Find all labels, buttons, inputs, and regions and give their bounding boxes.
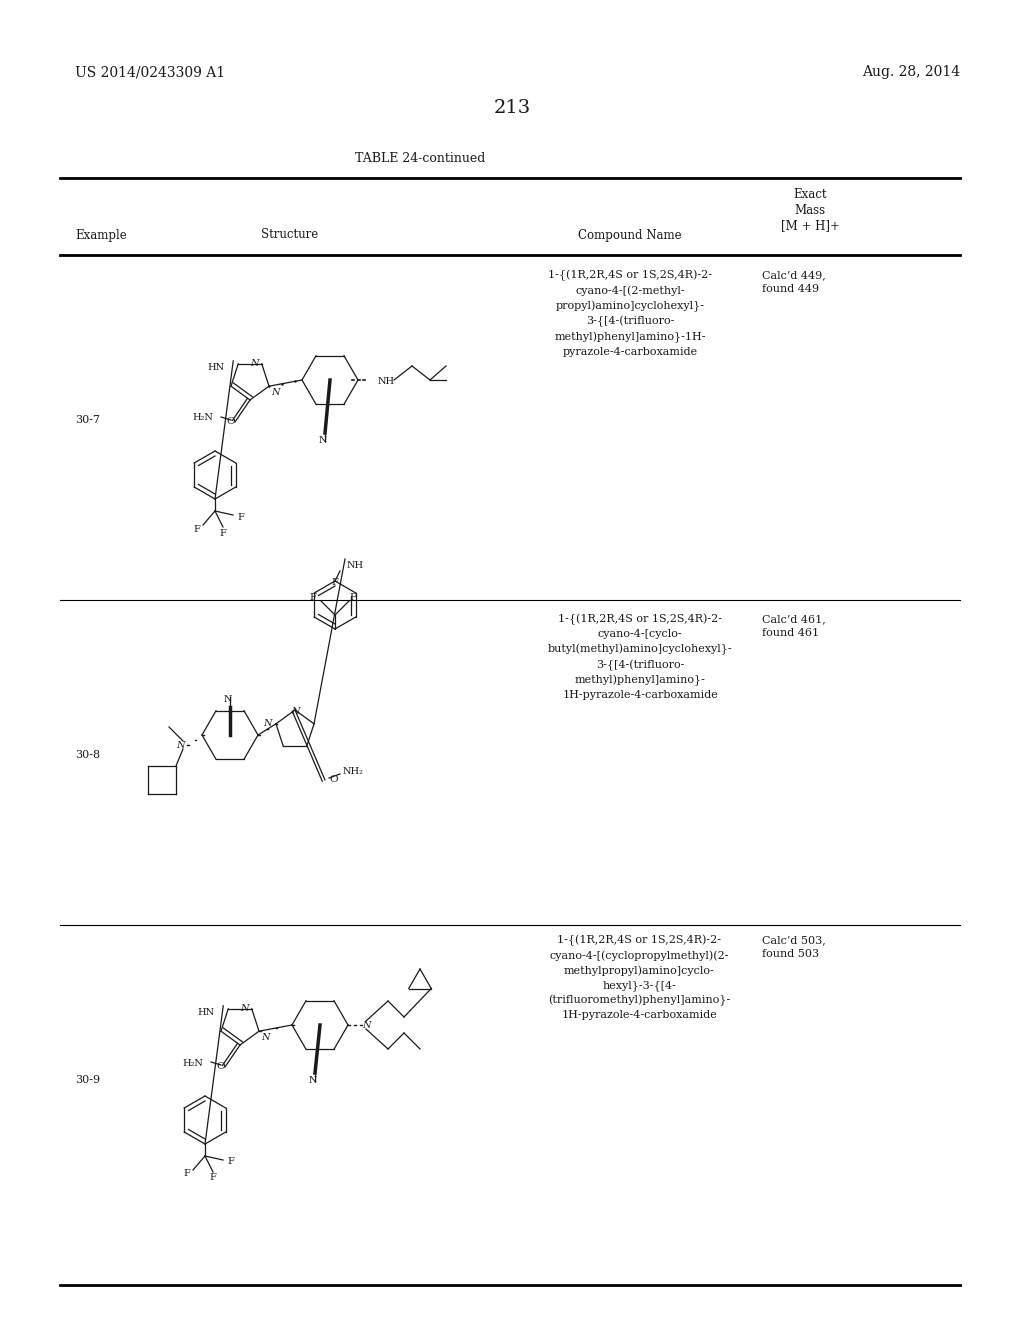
Text: F: F [210,1173,216,1183]
Text: N: N [271,388,280,397]
Text: F: F [349,593,356,602]
Text: Structure: Structure [261,228,318,242]
Text: F: F [183,1170,190,1179]
Text: N: N [176,741,185,750]
Text: Compound Name: Compound Name [579,228,682,242]
Text: NH: NH [378,378,395,387]
Text: F: F [194,524,201,533]
Text: Calc’d 461,
found 461: Calc’d 461, found 461 [762,614,825,638]
Text: 1-{(1R,2R,4S or 1S,2S,4R)-2-
cyano-4-[(cyclopropylmethyl)(2-
methylpropyl)amino]: 1-{(1R,2R,4S or 1S,2S,4R)-2- cyano-4-[(c… [548,935,730,1020]
Text: N: N [309,1076,317,1085]
Text: O: O [217,1063,225,1071]
Text: Aug. 28, 2014: Aug. 28, 2014 [862,65,961,79]
Text: 30-8: 30-8 [75,750,100,760]
Text: H₂N: H₂N [182,1059,203,1068]
Text: N: N [250,359,259,368]
Text: Calc’d 449,
found 449: Calc’d 449, found 449 [762,271,825,294]
Text: US 2014/0243309 A1: US 2014/0243309 A1 [75,65,225,79]
Text: N: N [224,696,232,704]
Text: F: F [332,578,339,587]
Text: N: N [241,1005,249,1014]
Text: 213: 213 [494,99,530,117]
Text: HN: HN [207,363,224,372]
Text: Calc’d 503,
found 503: Calc’d 503, found 503 [762,935,825,960]
Text: N: N [291,708,299,715]
Text: [M + H]+: [M + H]+ [780,219,840,232]
Text: H₂N: H₂N [193,413,213,422]
Text: NH₂: NH₂ [343,767,364,776]
Text: 1-{(1R,2R,4S or 1S,2S,4R)-2-
cyano-4-[(2-methyl-
propyl)amino]cyclohexyl}-
3-{[4: 1-{(1R,2R,4S or 1S,2S,4R)-2- cyano-4-[(2… [548,271,712,358]
Text: Mass: Mass [795,203,825,216]
Text: N: N [263,719,272,729]
Text: O: O [329,775,338,784]
Text: HN: HN [197,1008,214,1018]
Text: O: O [226,417,236,426]
Text: F: F [219,528,226,537]
Text: NH: NH [347,561,365,569]
Text: F: F [227,1158,233,1167]
Text: F: F [309,593,316,602]
Text: Example: Example [75,228,127,242]
Text: N: N [261,1034,269,1043]
Text: N: N [362,1020,371,1030]
Text: Exact: Exact [794,189,826,202]
Text: TABLE 24-continued: TABLE 24-continued [354,152,485,165]
Text: 30-7: 30-7 [75,414,100,425]
Text: 1-{(1R,2R,4S or 1S,2S,4R)-2-
cyano-4-[cyclo-
butyl(methyl)amino]cyclohexyl}-
3-{: 1-{(1R,2R,4S or 1S,2S,4R)-2- cyano-4-[cy… [548,614,732,700]
Text: 30-9: 30-9 [75,1074,100,1085]
Text: F: F [237,512,244,521]
Text: N: N [318,436,328,445]
